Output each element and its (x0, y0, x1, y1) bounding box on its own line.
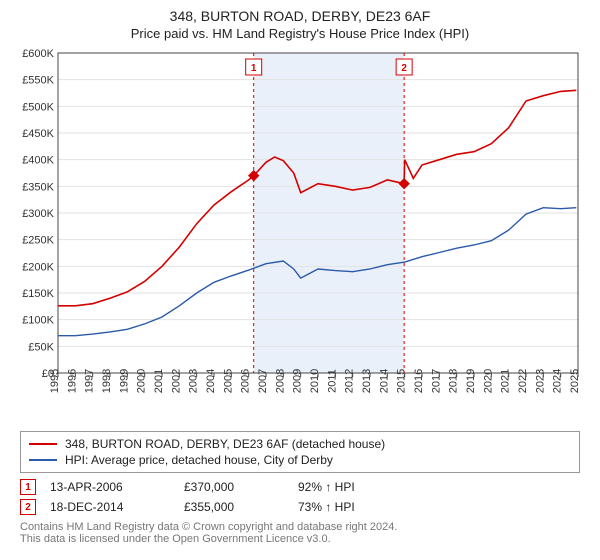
svg-text:2021: 2021 (500, 369, 512, 393)
footer-attribution: Contains HM Land Registry data © Crown c… (20, 521, 580, 545)
svg-text:2002: 2002 (170, 369, 182, 393)
svg-text:2024: 2024 (552, 369, 564, 393)
svg-text:2017: 2017 (430, 369, 442, 393)
price-chart: £0£50K£100K£150K£200K£250K£300K£350K£400… (10, 45, 590, 425)
svg-text:2022: 2022 (517, 369, 529, 393)
sale-marker-label: 1 (25, 482, 31, 493)
sale-price: £370,000 (184, 480, 284, 494)
svg-text:£500K: £500K (22, 101, 54, 113)
legend: 348, BURTON ROAD, DERBY, DE23 6AF (detac… (20, 431, 580, 473)
svg-text:2014: 2014 (378, 369, 390, 393)
table-row: 1 13-APR-2006 £370,000 92% ↑ HPI (20, 477, 580, 497)
sale-marker-label: 2 (25, 502, 31, 513)
svg-text:1997: 1997 (84, 369, 96, 393)
sale-hpi-pct: 92% ↑ HPI (298, 480, 398, 494)
svg-text:£450K: £450K (22, 128, 54, 140)
svg-text:2006: 2006 (240, 369, 252, 393)
legend-line-icon (29, 459, 57, 461)
svg-text:2016: 2016 (413, 369, 425, 393)
svg-text:1996: 1996 (66, 369, 78, 393)
footer-line: This data is licensed under the Open Gov… (20, 533, 580, 545)
svg-text:2001: 2001 (153, 369, 165, 393)
sale-marker-icon: 1 (20, 479, 36, 495)
svg-text:2000: 2000 (136, 369, 148, 393)
svg-text:2019: 2019 (465, 369, 477, 393)
svg-text:£600K: £600K (22, 48, 54, 60)
svg-text:2012: 2012 (344, 369, 356, 393)
legend-row: 348, BURTON ROAD, DERBY, DE23 6AF (detac… (29, 436, 571, 452)
sale-date: 13-APR-2006 (50, 480, 170, 494)
page-title: 348, BURTON ROAD, DERBY, DE23 6AF (6, 8, 594, 24)
svg-text:£400K: £400K (22, 155, 54, 167)
legend-line-icon (29, 443, 57, 445)
svg-text:1999: 1999 (118, 369, 130, 393)
svg-text:£250K: £250K (22, 235, 54, 247)
svg-text:£150K: £150K (22, 288, 54, 300)
svg-text:£550K: £550K (22, 75, 54, 87)
svg-text:1: 1 (251, 63, 257, 74)
svg-text:2: 2 (401, 63, 407, 74)
sale-hpi-pct: 73% ↑ HPI (298, 500, 398, 514)
sale-price: £355,000 (184, 500, 284, 514)
svg-text:2025: 2025 (569, 369, 581, 393)
legend-label: HPI: Average price, detached house, City… (65, 453, 333, 467)
svg-text:2013: 2013 (361, 369, 373, 393)
svg-text:£300K: £300K (22, 208, 54, 220)
sales-table: 1 13-APR-2006 £370,000 92% ↑ HPI 2 18-DE… (20, 477, 580, 517)
svg-text:£100K: £100K (22, 315, 54, 327)
footer-line: Contains HM Land Registry data © Crown c… (20, 521, 580, 533)
svg-text:2023: 2023 (534, 369, 546, 393)
svg-text:2004: 2004 (205, 369, 217, 393)
svg-text:2020: 2020 (482, 369, 494, 393)
svg-text:£200K: £200K (22, 261, 54, 273)
svg-text:1998: 1998 (101, 369, 113, 393)
svg-text:2010: 2010 (309, 369, 321, 393)
svg-text:2003: 2003 (188, 369, 200, 393)
svg-text:2009: 2009 (292, 369, 304, 393)
svg-text:£50K: £50K (28, 341, 54, 353)
svg-text:2007: 2007 (257, 369, 269, 393)
svg-text:2008: 2008 (274, 369, 286, 393)
sale-date: 18-DEC-2014 (50, 500, 170, 514)
svg-text:1995: 1995 (49, 369, 61, 393)
table-row: 2 18-DEC-2014 £355,000 73% ↑ HPI (20, 497, 580, 517)
svg-text:2015: 2015 (396, 369, 408, 393)
svg-text:2018: 2018 (448, 369, 460, 393)
page-subtitle: Price paid vs. HM Land Registry's House … (6, 26, 594, 41)
sale-marker-icon: 2 (20, 499, 36, 515)
legend-row: HPI: Average price, detached house, City… (29, 452, 571, 468)
legend-label: 348, BURTON ROAD, DERBY, DE23 6AF (detac… (65, 437, 385, 451)
svg-text:2005: 2005 (222, 369, 234, 393)
svg-text:£350K: £350K (22, 181, 54, 193)
